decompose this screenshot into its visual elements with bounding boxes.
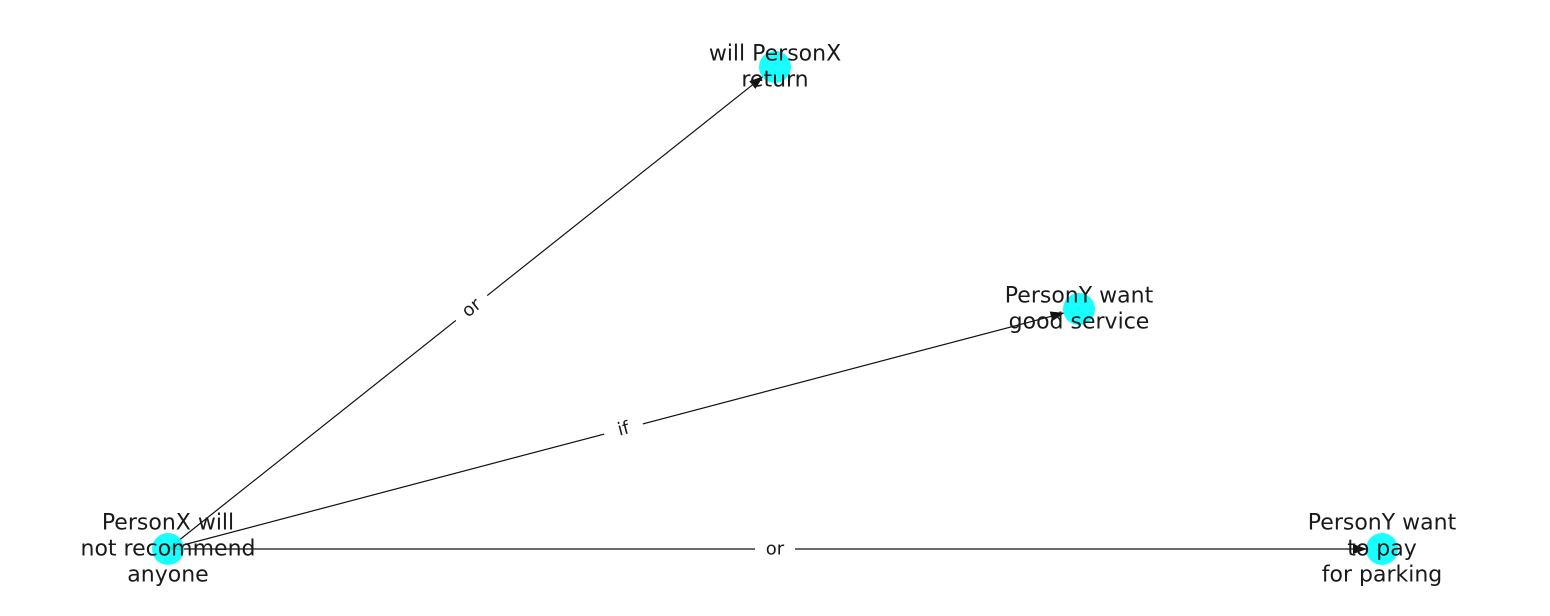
node-n2[interactable] [1063,293,1095,325]
node-n1[interactable] [759,51,791,83]
node-label-line: to pay [1347,537,1417,562]
node-label-line: PersonY want [1308,511,1457,536]
node-label-line: not recommend [81,537,256,562]
edge-label-background [447,285,496,331]
edge-label-background [755,536,795,562]
node-label-line: return [741,68,808,93]
edge-label-group: or [755,536,795,562]
node-label-line: PersonX will [102,511,234,536]
node-n0[interactable] [152,533,184,565]
node-label-line: good service [1009,310,1150,335]
edge-label-group: if [600,411,647,447]
edge-label-group: or [447,285,496,331]
node-label-line: will PersonX [709,42,841,67]
node-label-line: anyone [127,563,208,588]
node-label-line: for parking [1322,563,1443,588]
edge-label: or [766,539,785,560]
edge-label-background [600,411,647,447]
node-label-line: PersonY want [1005,284,1154,309]
node-n3[interactable] [1366,533,1398,565]
